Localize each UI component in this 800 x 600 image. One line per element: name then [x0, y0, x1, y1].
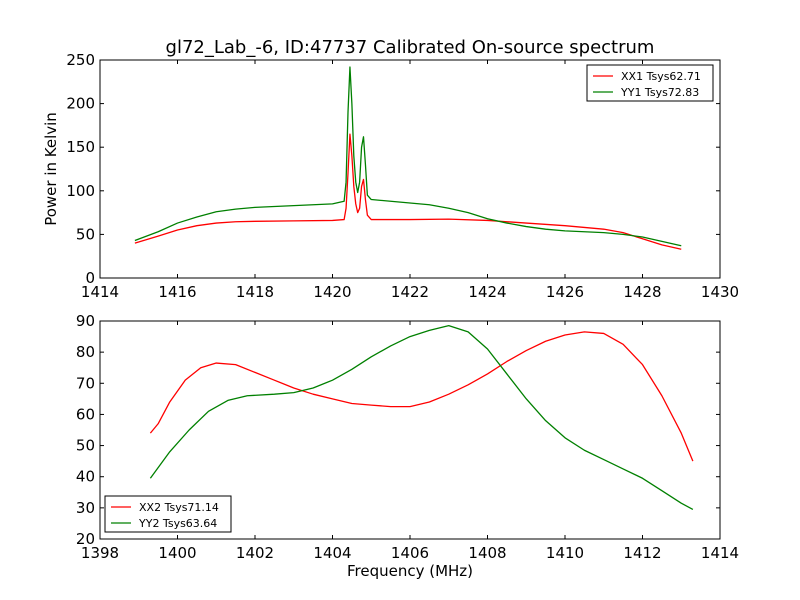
bottom-y-tick-label: 80: [76, 343, 95, 361]
bottom-x-tick-label: 1412: [623, 544, 661, 562]
bottom-y-tick-label: 60: [76, 405, 95, 423]
top-x-tick-label: 1424: [468, 283, 506, 301]
bottom-legend: XX2 Tsys71.14 YY2 Tsys63.64: [104, 495, 232, 533]
bottom-legend-label-1: XX2 Tsys71.14: [139, 501, 219, 514]
top-y-tick-label: 250: [66, 51, 95, 69]
top-x-tick-label: 1414: [81, 283, 119, 301]
bottom-x-tick-label: 1406: [391, 544, 429, 562]
top-legend-box: [586, 64, 714, 102]
bottom-y-tick-label: 20: [76, 530, 95, 548]
figure-title: gl72_Lab_-6, ID:47737 Calibrated On-sour…: [166, 37, 655, 58]
top-y-tick-label: 150: [66, 138, 95, 156]
top-y-tick-label: 100: [66, 182, 95, 200]
bottom-series-line-1: [149, 331, 694, 462]
top-x-tick-label: 1428: [623, 283, 661, 301]
top-y-tick-label: 0: [85, 269, 95, 287]
bottom-y-tick-label: 70: [76, 374, 95, 392]
bottom-x-tick-label: 1410: [546, 544, 584, 562]
top-y-tick-label: 200: [66, 95, 95, 113]
top-y-axis-label: Power in Kelvin: [42, 112, 60, 226]
top-x-tick-label: 1420: [313, 283, 351, 301]
bottom-legend-label-2: YY2 Tsys63.64: [138, 517, 217, 530]
top-legend: XX1 Tsys62.71 YY1 Tsys72.83: [586, 64, 714, 102]
top-x-tick-label: 1426: [546, 283, 584, 301]
bottom-series-line-2: [149, 325, 694, 510]
bottom-legend-box: [104, 495, 232, 533]
top-series-line-1: [134, 133, 682, 250]
top-x-tick-label: 1418: [236, 283, 274, 301]
bottom-x-tick-label: 1402: [236, 544, 274, 562]
bottom-y-tick-label: 30: [76, 499, 95, 517]
bottom-y-tick-label: 50: [76, 437, 95, 455]
top-y-tick-label: 50: [76, 225, 95, 243]
bottom-x-tick-label: 1404: [313, 544, 351, 562]
bottom-x-tick-label: 1408: [468, 544, 506, 562]
bottom-x-axis-label: Frequency (MHz): [347, 562, 473, 580]
top-x-tick-label: 1416: [158, 283, 196, 301]
bottom-x-tick-label: 1400: [158, 544, 196, 562]
bottom-spectrum-panel: Frequency (MHz) 1398 1400 1402 1404 1406 1408…: [76, 312, 739, 580]
top-x-tick-label: 1430: [701, 283, 739, 301]
bottom-y-tick-label: 40: [76, 468, 95, 486]
bottom-x-tick-label: 1398: [81, 544, 119, 562]
top-legend-label-2: YY1 Tsys72.83: [620, 86, 699, 99]
bottom-x-tick-label: 1414: [701, 544, 739, 562]
top-series-line-2: [134, 66, 682, 247]
top-x-tick-label: 1422: [391, 283, 429, 301]
top-legend-label-1: XX1 Tsys62.71: [621, 70, 701, 83]
bottom-y-tick-label: 90: [76, 312, 95, 330]
top-spectrum-panel: Power in Kelvin 1414 1416 1418 1420 1422 1424…: [42, 51, 739, 301]
